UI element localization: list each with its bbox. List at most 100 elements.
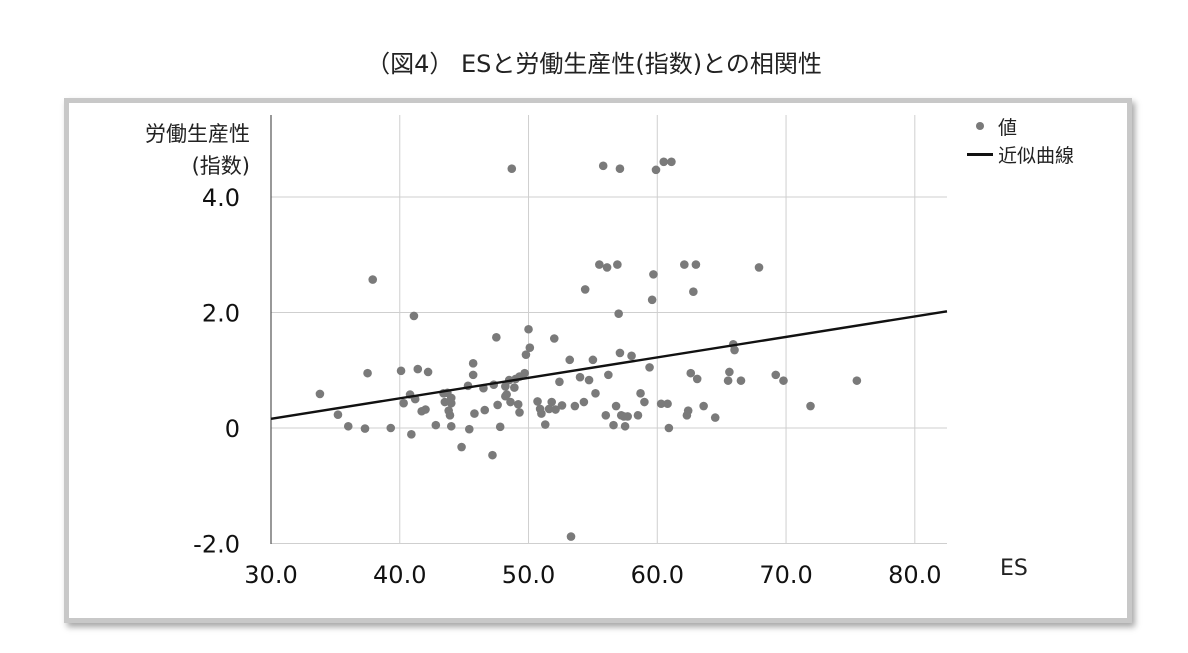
data-point [647, 295, 657, 305]
data-point [333, 410, 343, 420]
legend-label-fit: 近似曲線 [998, 144, 1075, 167]
data-point [524, 324, 533, 334]
data-point [368, 275, 378, 284]
tick-labels: 30.0 40.0 50.0 60.0 70.0 80.0 -2.0 0 2.0 4.0 [193, 184, 941, 589]
data-point [723, 376, 733, 385]
data-point [520, 368, 529, 378]
data-point [663, 399, 672, 409]
data-point [710, 413, 720, 422]
data-point [620, 421, 630, 431]
data-point [609, 420, 618, 430]
data-point [736, 376, 746, 385]
data-point [480, 405, 490, 415]
data-point [591, 389, 600, 398]
data-point [645, 363, 654, 372]
data-point [502, 390, 511, 399]
data-point [457, 442, 466, 452]
x-tick-label: 60.0 [631, 561, 684, 589]
trend-line [270, 310, 948, 420]
data-point [360, 424, 370, 433]
point-marker-icon [976, 122, 984, 130]
data-point [423, 367, 433, 377]
data-point [493, 400, 502, 410]
x-tick-label: 50.0 [502, 561, 555, 589]
y-tick-label: 0 [225, 415, 240, 443]
data-point [413, 364, 423, 374]
data-point [636, 389, 645, 398]
data-point [699, 401, 708, 411]
data-point [611, 401, 621, 411]
data-point [570, 401, 580, 411]
x-tick-label: 70.0 [759, 561, 812, 589]
data-point [468, 359, 478, 368]
legend-label-values: 値 [998, 116, 1018, 139]
data-point [555, 377, 564, 387]
x-tick-label: 40.0 [373, 561, 426, 589]
x-tick-label: 80.0 [888, 561, 941, 589]
data-point [445, 410, 455, 420]
data-point [431, 420, 441, 430]
data-point [409, 311, 419, 321]
data-point [580, 285, 590, 294]
data-point [492, 333, 501, 342]
data-point [549, 334, 559, 343]
data-point [692, 374, 702, 384]
data-point [686, 368, 696, 378]
data-point [446, 398, 456, 408]
data-point [725, 367, 734, 377]
data-point [806, 401, 815, 411]
data-point [510, 383, 519, 392]
data-point [537, 409, 546, 418]
data-point [689, 287, 698, 297]
x-axis-title: ES [1000, 556, 1028, 581]
y-tick-label: 2.0 [202, 300, 240, 328]
chart-title: （図4） ESと労働生産性(指数)との相関性 [366, 50, 822, 78]
data-point [544, 404, 554, 414]
data-point [575, 372, 585, 382]
data-point [601, 410, 611, 420]
data-point [771, 370, 781, 380]
grid-lines [270, 115, 947, 544]
data-point [683, 406, 693, 415]
y-tick-label: 4.0 [202, 184, 240, 212]
data-point [598, 161, 608, 171]
data-point [588, 355, 598, 365]
y-tick-label: -2.0 [193, 531, 240, 559]
data-point [691, 260, 701, 269]
data-point [649, 270, 658, 279]
line-marker-icon [967, 152, 993, 156]
data-point [615, 348, 625, 358]
data-point [515, 408, 524, 417]
y-axis-title-line2: (指数) [191, 154, 250, 178]
data-point [779, 376, 788, 385]
data-point [470, 409, 479, 418]
data-point [446, 421, 456, 431]
data-point [730, 345, 739, 355]
data-point [315, 389, 325, 399]
data-point [633, 410, 643, 420]
data-point [440, 397, 450, 407]
data-point [464, 424, 474, 434]
data-point [656, 399, 666, 409]
data-point [754, 263, 764, 272]
y-axis-title-line1: 労働生産性 [145, 122, 250, 146]
data-point [852, 376, 862, 385]
data-point [521, 350, 531, 359]
data-point [488, 450, 497, 460]
legend-item-values: 値 [962, 112, 1074, 140]
data-point [579, 397, 589, 407]
data-point [551, 405, 560, 414]
chart-frame [64, 98, 1132, 623]
data-point [623, 412, 632, 421]
data-point [659, 157, 669, 167]
data-point [602, 263, 612, 272]
data-point [533, 397, 542, 406]
data-point [614, 309, 623, 318]
data-point [566, 532, 576, 541]
data-point [565, 355, 575, 365]
data-point [525, 343, 535, 353]
data-point [615, 164, 625, 174]
data-point [680, 260, 689, 269]
data-point [386, 423, 396, 433]
